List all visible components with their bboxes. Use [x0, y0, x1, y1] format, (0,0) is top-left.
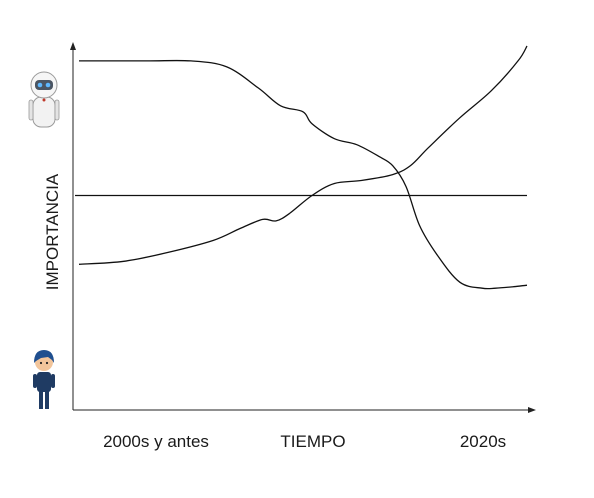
robot-icon — [28, 71, 60, 128]
x-axis-label: TIEMPO — [280, 432, 345, 451]
x-tick-label-end: 2020s — [460, 432, 506, 451]
y-axis-label: IMPORTANCIA — [43, 173, 62, 290]
x-axis — [73, 407, 536, 413]
person-icon — [33, 350, 55, 409]
y-axis-arrow — [70, 42, 76, 50]
x-tick-label-start: 2000s y antes — [103, 432, 209, 451]
y-axis — [70, 42, 76, 410]
series-line-robot — [79, 59, 528, 290]
x-axis-arrow — [528, 407, 536, 413]
series-line-human — [78, 45, 528, 265]
